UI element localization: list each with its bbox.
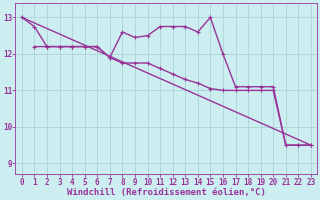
X-axis label: Windchill (Refroidissement éolien,°C): Windchill (Refroidissement éolien,°C) — [67, 188, 266, 197]
